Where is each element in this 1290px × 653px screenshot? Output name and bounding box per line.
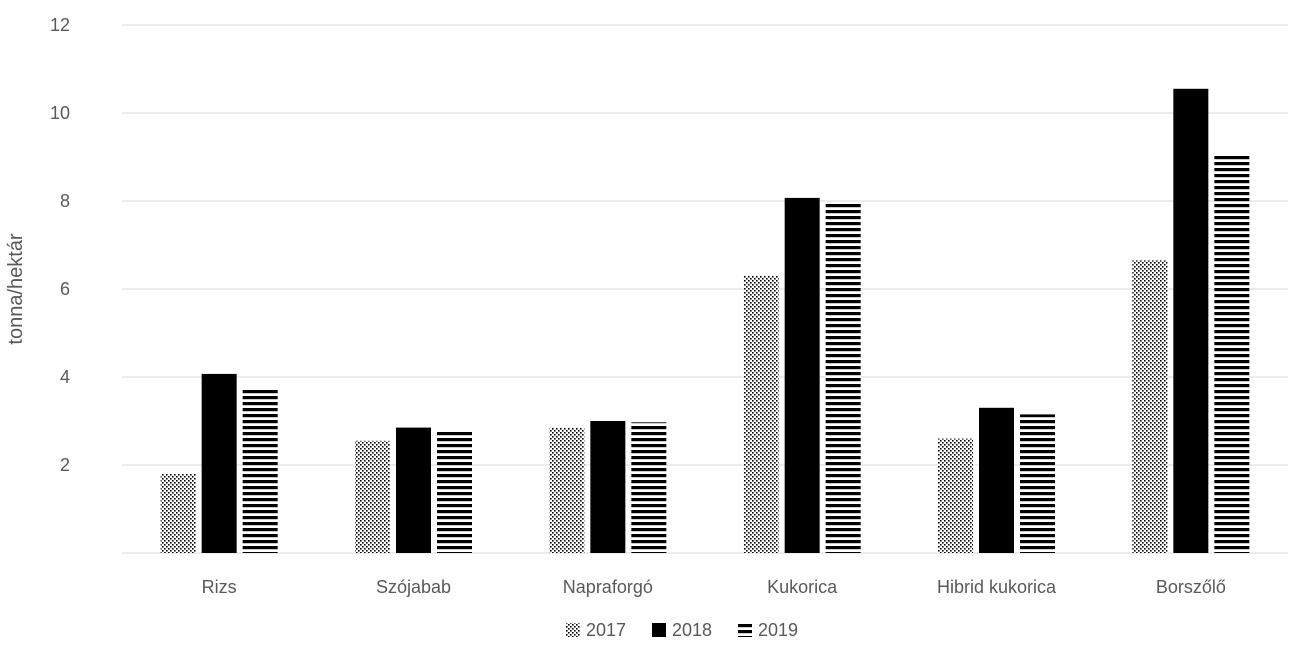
y-tick-label: 2 [60,455,70,475]
y-axis-label: tonna/hektár [5,233,27,345]
bar-2017 [160,473,196,553]
bar-2019 [1020,414,1055,553]
bar-2018 [590,421,626,553]
y-tick-label: 4 [60,367,70,387]
x-category-label: Borszőlő [1156,577,1226,597]
x-category-label: Napraforgó [563,577,653,597]
legend-swatch-2017 [566,623,580,637]
bar-2017 [743,275,779,553]
legend-swatch-2018 [652,623,666,637]
x-axis-categories: Rizs Szójabab Napraforgó Kukorica Hibrid kuk… [202,577,1226,597]
legend-label: 2019 [758,620,798,640]
bar-2018 [979,407,1014,553]
bar-2017 [549,427,585,553]
x-category-label: Hibrid kukorica [937,577,1057,597]
y-axis-ticks: 2 4 6 8 10 12 [50,15,70,475]
bar-2019 [825,203,861,553]
bar-2019 [631,422,667,553]
bar-2019 [242,388,278,553]
y-tick-label: 6 [60,279,70,299]
legend-swatch-2019 [738,623,752,637]
legend-label: 2017 [586,620,626,640]
bar-2017 [1132,260,1168,553]
bar-2018 [201,373,237,553]
bar-2018 [1173,88,1209,554]
bar-2017 [938,438,973,553]
bar-2018 [784,197,820,554]
legend-label: 2018 [672,620,712,640]
x-category-label: Kukorica [767,577,838,597]
bar-2019 [437,431,472,553]
bar-2018 [396,427,431,553]
y-tick-label: 12 [50,15,70,35]
legend: 2017 2018 2019 [566,620,798,640]
y-tick-label: 10 [50,103,70,123]
x-category-label: Szójabab [376,577,451,597]
bar-2017 [355,440,390,553]
y-tick-label: 8 [60,191,70,211]
bar-2019 [1214,155,1250,553]
gridlines [122,24,1288,554]
bars [160,88,1250,554]
x-category-label: Rizs [202,577,237,597]
